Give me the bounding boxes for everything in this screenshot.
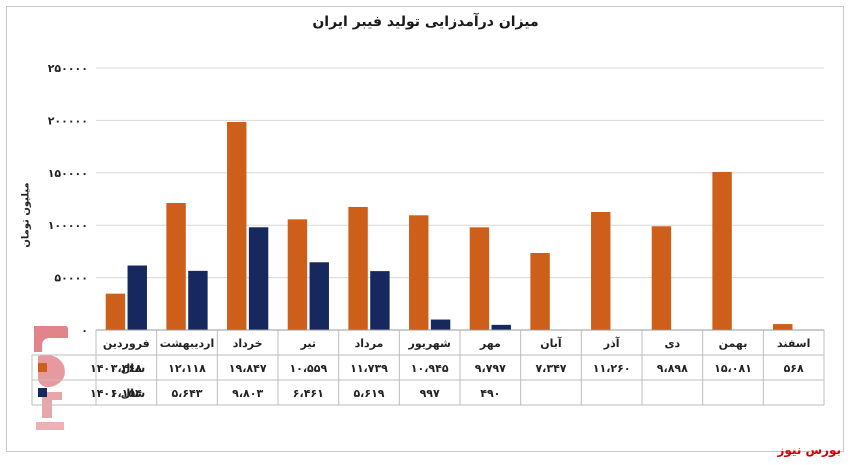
bar-1400	[409, 215, 429, 330]
bar-1401	[188, 270, 208, 330]
x-tick-label: آبان	[540, 336, 562, 350]
x-tick-label: فروردین	[103, 337, 150, 350]
legend-swatch	[38, 388, 47, 397]
x-tick-label: اردیبهشت	[160, 337, 214, 350]
bar-1400	[773, 324, 793, 330]
x-tick-label: مهر	[479, 337, 501, 350]
bar-1400	[469, 227, 490, 330]
bar-1400	[348, 206, 368, 330]
data-label: ۵۶۸	[784, 362, 804, 375]
x-tick-label: دی	[664, 337, 680, 350]
data-label: ۹،۸۹۸	[657, 362, 688, 375]
y-tick-label: ۲۰۰۰۰۰	[48, 114, 88, 127]
bar-1400	[591, 211, 611, 330]
data-label: ۴۹۰	[480, 387, 500, 400]
data-label: ۱۰،۵۵۹	[289, 362, 327, 375]
bar-1400	[712, 171, 732, 330]
data-label: ۱۵،۰۸۱	[714, 362, 752, 375]
x-tick-label: آذر	[603, 336, 620, 350]
data-label: ۱۰،۹۴۵	[411, 362, 449, 375]
y-tick-label: ۵۰۰۰۰	[54, 272, 88, 285]
data-label: ۱۹،۸۴۷	[229, 362, 267, 375]
data-label: ۳،۴۶۸	[111, 362, 142, 375]
data-label: ۱۲،۱۱۸	[168, 362, 206, 375]
data-label: ۱۱،۷۳۹	[350, 362, 388, 375]
data-label: ۵،۶۱۹	[353, 387, 384, 400]
data-label: ۱۱،۲۶۰	[593, 362, 631, 375]
y-tick-label: ۱۵۰۰۰۰	[48, 167, 88, 180]
data-label: ۵،۶۴۳	[171, 387, 202, 400]
data-label: ۹،۷۹۷	[475, 362, 506, 375]
bar-1400	[105, 293, 126, 330]
y-tick-label: ۲۵۰۰۰۰	[48, 62, 88, 75]
bar-1401	[370, 271, 390, 330]
data-label: ۹۹۷	[420, 387, 440, 400]
data-label: ۷،۳۴۷	[535, 362, 566, 375]
source-label: بورس نیوز	[777, 443, 841, 457]
y-tick-label: ۱۰۰۰۰۰	[48, 219, 88, 232]
legend-label: سال ۱۴۰۱	[90, 387, 145, 400]
data-label: ۹،۸۰۳	[232, 387, 263, 400]
legend-swatch	[38, 363, 47, 372]
x-tick-label: شهریور	[408, 337, 451, 350]
bar-1400	[166, 203, 186, 330]
x-tick-label: تیر	[300, 337, 316, 350]
bar-1401	[430, 319, 451, 330]
x-tick-label: اسفند	[777, 337, 810, 350]
x-tick-label: بهمن	[719, 337, 748, 350]
bar-1401	[127, 265, 147, 330]
legend-label: سال ۱۴۰۰	[90, 362, 145, 375]
bar-1400	[651, 226, 672, 330]
x-tick-label: خرداد	[233, 337, 263, 350]
chart-title: میزان درآمدزایی تولید فیبر ایران	[312, 14, 539, 30]
x-tick-label: مرداد	[355, 337, 384, 350]
bar-1401	[309, 262, 329, 330]
y-tick-label: ۰	[81, 324, 88, 337]
bar-1400	[227, 122, 247, 330]
data-label: ۶،۱۵۴	[111, 387, 142, 400]
bar-1401	[248, 227, 269, 330]
bar-1400	[287, 219, 308, 330]
bar-1400	[530, 253, 550, 330]
bar-1401	[491, 324, 511, 330]
data-label: ۶،۴۶۱	[293, 387, 324, 400]
